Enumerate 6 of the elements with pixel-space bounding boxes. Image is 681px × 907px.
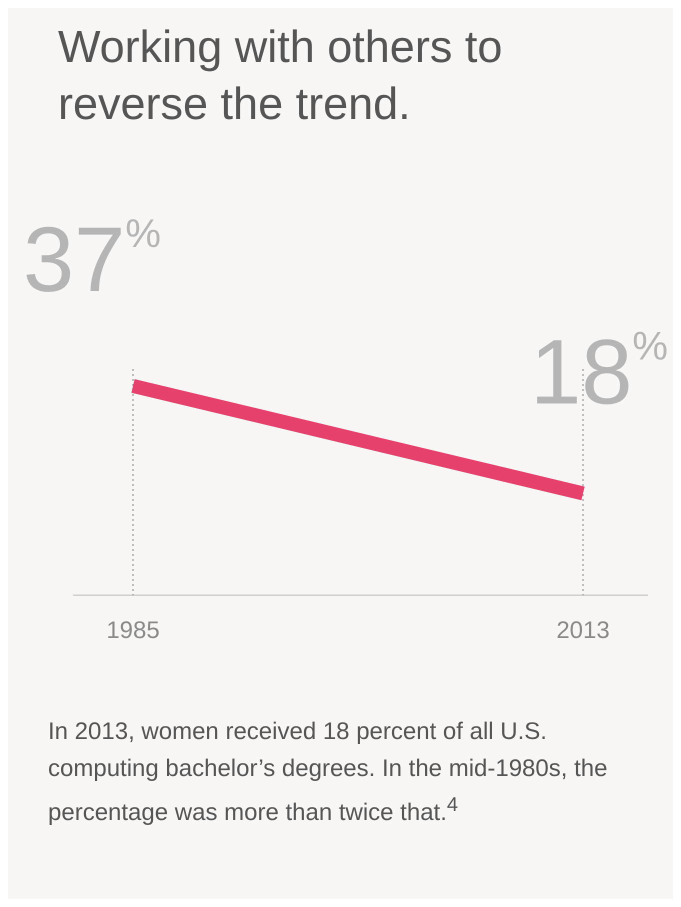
data-label: 18%	[530, 321, 668, 424]
x-tick-label: 2013	[556, 617, 610, 644]
chart-title: Working with others to reverse the trend.	[58, 20, 504, 131]
x-tick-label: 1985	[106, 617, 160, 644]
data-label: 37%	[23, 208, 161, 311]
text: In 2013, women received 18 percent of all U.S. computing bachelor’s degrees. In the mid-1980s, the percentage was more than twice that.$^{4}$	[48, 717, 608, 828]
